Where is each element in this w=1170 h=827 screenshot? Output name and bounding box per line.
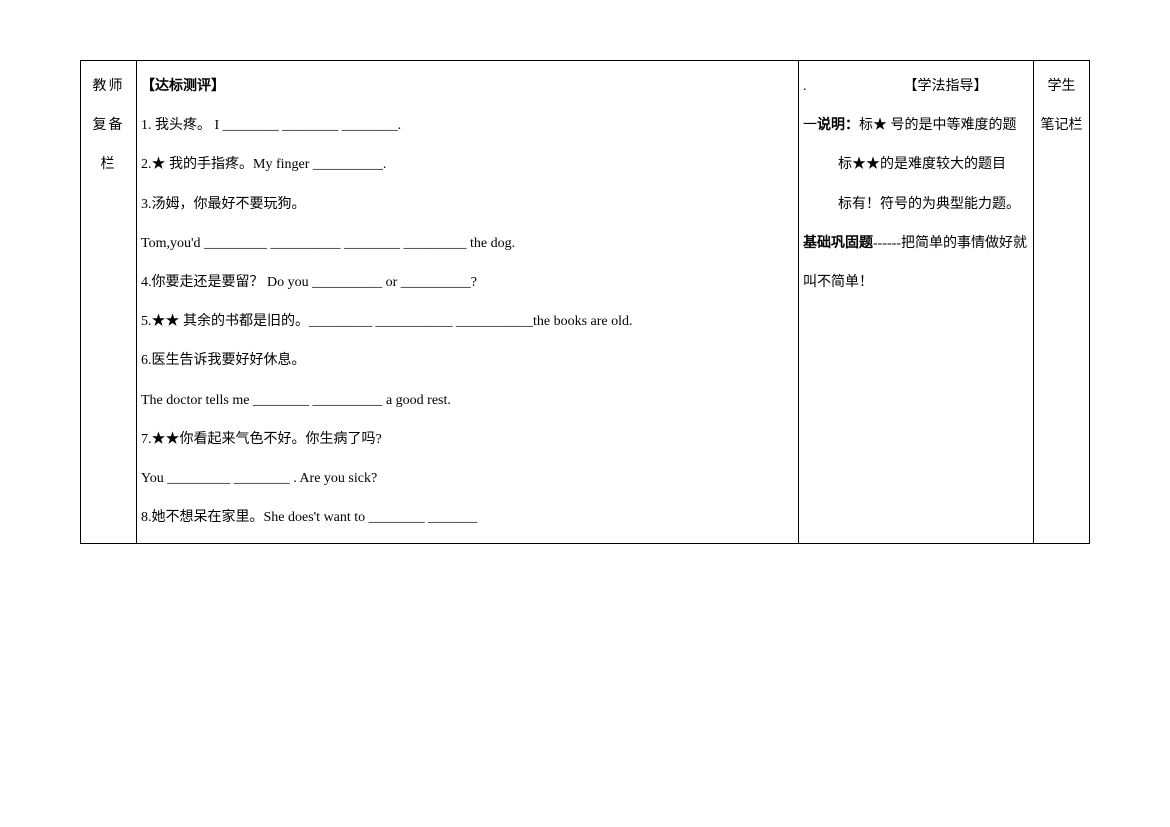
student-notes-column: 学生 笔记栏	[1034, 61, 1090, 544]
guide-line-3: 标有！符号的为典型能力题。	[803, 185, 1029, 224]
guide-line4-bold: 基础巩固题	[803, 236, 873, 251]
teacher-label-3: 栏	[85, 145, 132, 184]
guide-line-1: 一说明：标★ 号的是中等难度的题	[803, 106, 1029, 145]
question-6-line2: The doctor tells me ________ __________ …	[141, 381, 794, 420]
assessment-title: 【达标测评】	[141, 79, 225, 94]
guide-line1-rest: 标★ 号的是中等难度的题	[859, 118, 1017, 133]
teacher-prep-column: 教师 复备 栏	[81, 61, 137, 544]
question-2: 2.★ 我的手指疼。My finger __________.	[141, 145, 794, 184]
question-5: 5.★★ 其余的书都是旧的。_________ ___________ ____…	[141, 302, 794, 341]
guide-line1-prefix: 一	[803, 118, 817, 133]
teacher-label-1: 教师	[85, 67, 132, 106]
guide-line-4: 基础巩固题------把简单的事情做好就叫不简单！	[803, 224, 1029, 302]
question-4: 4.你要走还是要留？ Do you __________ or ________…	[141, 263, 794, 302]
question-7-line2: You _________ ________ . Are you sick?	[141, 459, 794, 498]
guidance-column: . 【学法指导】 一说明：标★ 号的是中等难度的题 标★★的是难度较大的题目 标…	[799, 61, 1034, 544]
teacher-label-2: 复备	[85, 106, 132, 145]
question-3-line1: 3.汤姆，你最好不要玩狗。	[141, 185, 794, 224]
student-label-1: 学生	[1038, 67, 1085, 106]
guide-dot: .	[803, 79, 807, 94]
guide-title: 【学法指导】	[904, 79, 988, 94]
main-content-column: 【达标测评】 1. 我头疼。 I ________ ________ _____…	[137, 61, 799, 544]
guide-header-line: . 【学法指导】	[803, 67, 1029, 106]
student-label-2: 笔记栏	[1038, 106, 1085, 145]
guide-line1-bold: 说明：	[817, 118, 859, 133]
question-6-line1: 6.医生告诉我要好好休息。	[141, 341, 794, 380]
question-8: 8.她不想呆在家里。She does't want to ________ __…	[141, 498, 794, 537]
worksheet-table: 教师 复备 栏 【达标测评】 1. 我头疼。 I ________ ______…	[80, 60, 1090, 544]
guide-line-2: 标★★的是难度较大的题目	[803, 145, 1029, 184]
question-3-line2: Tom,you'd _________ __________ ________ …	[141, 224, 794, 263]
question-1: 1. 我头疼。 I ________ ________ ________.	[141, 106, 794, 145]
question-7-line1: 7.★★你看起来气色不好。你生病了吗?	[141, 420, 794, 459]
